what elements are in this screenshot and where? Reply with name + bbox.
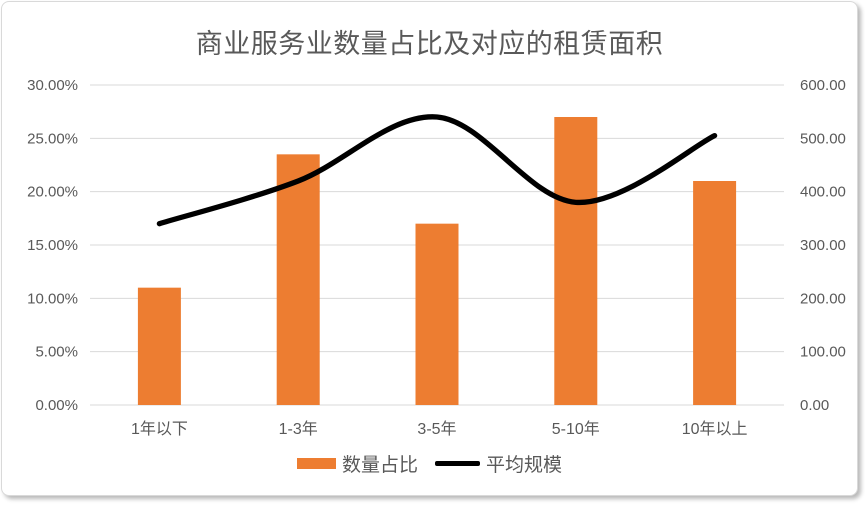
left-axis-tick-label: 30.00% [27, 77, 78, 94]
bar [137, 287, 181, 405]
left-axis-tick-label: 5.00% [35, 344, 78, 361]
bar [554, 117, 598, 405]
x-axis-category-label: 1-3年 [279, 420, 318, 438]
chart-frame: 商业服务业数量占比及对应的租赁面积 0.00% 5.00% 10.00% 15.00%… [1, 1, 858, 496]
bar [415, 223, 459, 405]
line-series-path [156, 114, 718, 227]
chart-title: 商业服务业数量占比及对应的租赁面积 [195, 29, 664, 59]
left-axis-tick-label: 25.00% [27, 130, 78, 147]
left-axis-tick-label: 20.00% [27, 184, 78, 201]
left-axis-tick-label: 15.00% [27, 237, 78, 254]
right-axis-tick-label: 0.00 [800, 397, 829, 414]
left-axis-tick-label: 0.00% [35, 397, 78, 414]
bar-series-swatch [296, 458, 336, 469]
x-axis-category-label: 1年以下 [131, 420, 188, 438]
legend-label-line-series: 平均规模 [486, 455, 563, 476]
right-axis-tick-label: 400.00 [800, 184, 846, 201]
legend-item-line-series: 平均规模 [435, 450, 562, 477]
legend-label-bar-series: 数量占比 [341, 455, 418, 476]
x-axis-category-label: 5-10年 [552, 420, 600, 438]
legend-item-bar-series: 数量占比 [296, 450, 418, 477]
x-axis-category-label: 3-5年 [417, 420, 456, 438]
right-axis-tick-label: 200.00 [800, 290, 846, 307]
bar [693, 181, 737, 405]
line-series-swatch [435, 461, 480, 466]
right-axis-tick-label: 100.00 [800, 344, 846, 361]
left-axis-tick-label: 10.00% [27, 290, 78, 307]
x-axis-category-label: 10年以上 [682, 420, 748, 438]
right-axis-tick-label: 300.00 [800, 237, 846, 254]
bar [276, 154, 320, 405]
right-axis-tick-label: 600.00 [800, 77, 846, 94]
legend: 数量占比 平均规模 [2, 450, 857, 477]
right-axis-tick-label: 500.00 [800, 130, 846, 147]
